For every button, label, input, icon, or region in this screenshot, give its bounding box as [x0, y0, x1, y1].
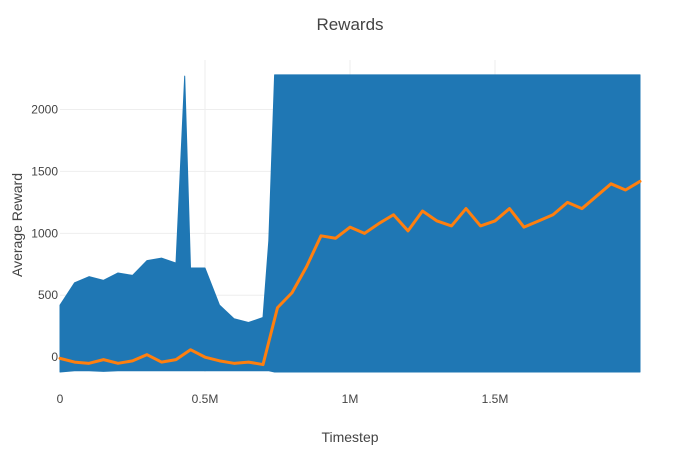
- y-tick-label: 2000: [31, 103, 58, 117]
- y-tick-label: 500: [38, 288, 58, 302]
- plot-area: [58, 74, 642, 373]
- y-tick-label: 0: [51, 350, 58, 364]
- x-axis-label: Timestep: [321, 429, 378, 445]
- y-axis-label: Average Reward: [9, 173, 25, 277]
- x-tick-label: 0: [57, 392, 64, 406]
- x-tick-label: 1M: [342, 392, 359, 406]
- x-tick-label: 0.5M: [192, 392, 219, 406]
- y-tick-label: 1500: [31, 164, 58, 178]
- axis-ticks: 0 500 1000 1500 2000 0 0.5M 1M 1.5M: [31, 103, 508, 406]
- x-tick-label: 1.5M: [482, 392, 509, 406]
- y-tick-label: 1000: [31, 226, 58, 240]
- series-1-reward-band: [59, 74, 641, 373]
- series-2-reward-line: [58, 179, 642, 367]
- chart-title: Rewards: [316, 15, 383, 34]
